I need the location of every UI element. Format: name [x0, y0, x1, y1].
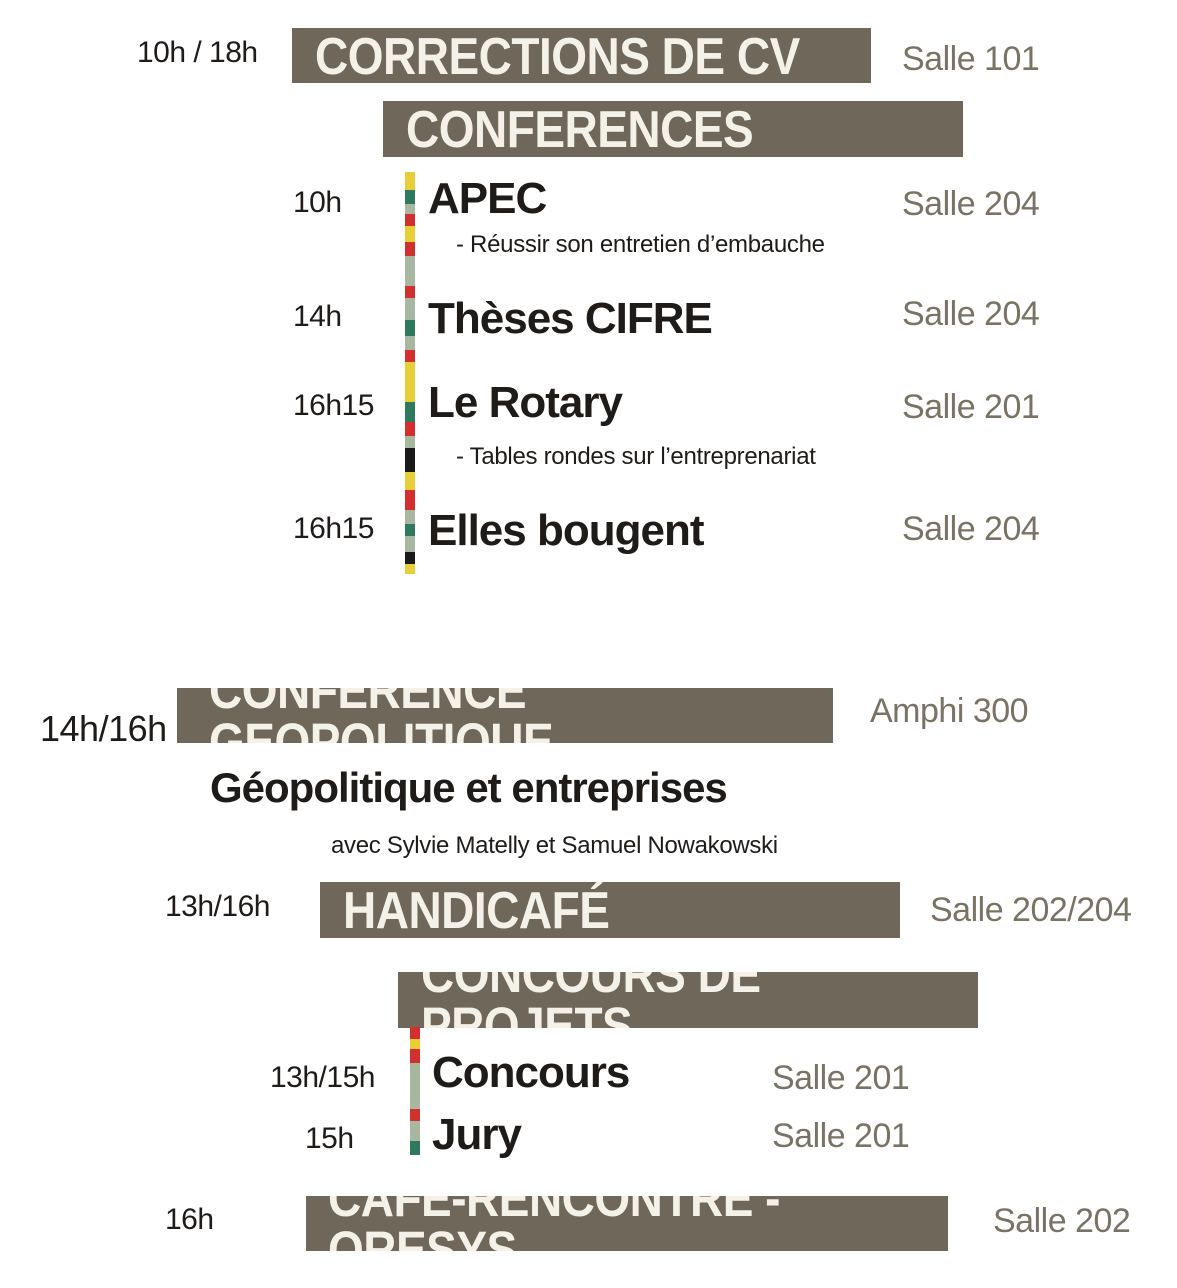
- cv-time: 10h / 18h: [137, 36, 258, 69]
- cv-banner-title: CORRECTIONS DE CV: [315, 28, 800, 83]
- conference-time: 14h: [293, 300, 342, 333]
- handicafe-banner: HANDICAFÉ: [320, 882, 900, 938]
- cafe-time: 16h: [165, 1203, 214, 1236]
- jury-room: Salle 201: [772, 1117, 910, 1155]
- handicafe-banner-title: HANDICAFÉ: [343, 882, 610, 938]
- conference-room: Salle 204: [902, 185, 1040, 223]
- cv-banner: CORRECTIONS DE CV: [292, 28, 871, 83]
- handicafe-room: Salle 202/204: [930, 891, 1132, 929]
- jury-title: Jury: [432, 1110, 522, 1159]
- conference-title: Elles bougent: [428, 506, 704, 555]
- geo-banner-title: CONFERENCE GEOPOLITIQUE: [209, 688, 554, 743]
- conference-time: 16h15: [293, 389, 374, 422]
- cafe-banner: CAFÉ-RENCONTRE - ORESYS: [306, 1196, 948, 1251]
- conferences-banner: CONFERENCES: [383, 101, 963, 157]
- conferences-banner-title: CONFERENCES: [406, 101, 754, 157]
- conference-time: 10h: [293, 186, 342, 219]
- conference-room: Salle 204: [902, 510, 1040, 548]
- concours-stripe: [410, 1027, 420, 1155]
- concours-banner: CONCOURS DE PROJETS: [398, 972, 978, 1028]
- cafe-room: Salle 202: [993, 1202, 1131, 1240]
- geo-speakers: avec Sylvie Matelly et Samuel Nowakowski: [331, 832, 778, 859]
- conference-title: Thèses CIFRE: [428, 294, 713, 343]
- cv-room: Salle 101: [902, 40, 1040, 78]
- conference-subtitle: - Réussir son entretien d’embauche: [456, 231, 825, 258]
- handicafe-time: 13h/16h: [165, 890, 270, 923]
- conference-title: APEC: [428, 174, 547, 223]
- jury-time: 15h: [305, 1122, 354, 1155]
- conferences-stripe: [405, 172, 415, 580]
- concours-time: 13h/15h: [270, 1061, 375, 1094]
- cafe-banner-title: CAFÉ-RENCONTRE - ORESYS: [328, 1196, 780, 1251]
- concours-banner-title: CONCOURS DE PROJETS: [421, 972, 761, 1028]
- concours-title: Concours: [432, 1048, 630, 1097]
- geo-time: 14h/16h: [40, 708, 167, 749]
- geo-room: Amphi 300: [870, 692, 1029, 730]
- conference-subtitle: - Tables rondes sur l’entreprenariat: [456, 443, 816, 470]
- concours-room: Salle 201: [772, 1059, 910, 1097]
- geo-banner: CONFERENCE GEOPOLITIQUE: [177, 688, 833, 743]
- conference-title: Le Rotary: [428, 378, 623, 427]
- conference-room: Salle 204: [902, 295, 1040, 333]
- geo-headline: Géopolitique et entreprises: [210, 764, 728, 811]
- conference-room: Salle 201: [902, 388, 1040, 426]
- conference-time: 16h15: [293, 512, 374, 545]
